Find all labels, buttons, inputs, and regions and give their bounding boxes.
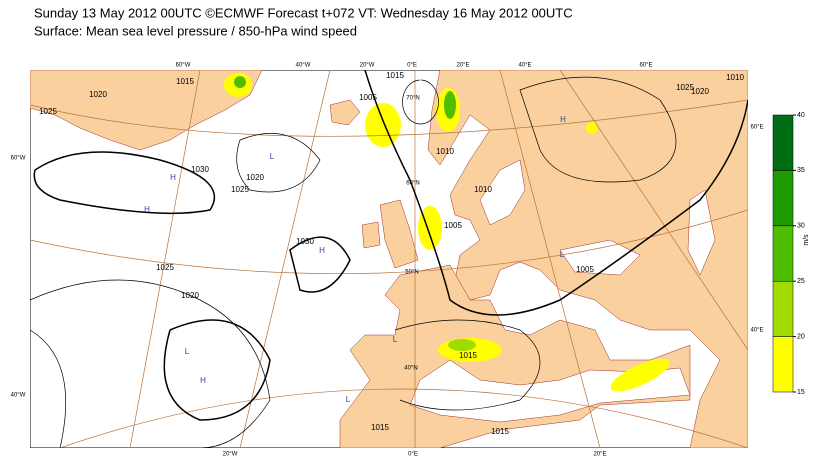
wind-area	[365, 103, 401, 147]
map	[30, 70, 748, 448]
black-sea	[559, 239, 641, 276]
isobar-label: 1025	[231, 185, 249, 194]
colorbar-band	[772, 225, 794, 282]
isobar-label: 1015	[371, 423, 389, 432]
isobar-label: 1015	[386, 71, 404, 80]
isobar-label: 1010	[436, 147, 454, 156]
ireland	[361, 221, 381, 249]
colorbar-band	[772, 336, 794, 393]
isobar-label: 1025	[676, 83, 694, 92]
iceland	[329, 99, 361, 126]
baltic	[479, 159, 526, 226]
britain	[379, 199, 419, 269]
colorbar-band	[772, 170, 794, 227]
grid-label: 60°E	[750, 125, 763, 131]
isobar-label: 1015	[176, 77, 194, 86]
pressure-centre: L	[185, 347, 190, 356]
isobar-label: 1015	[491, 427, 509, 436]
pressure-centre: L	[346, 395, 351, 404]
grid-label: 60°W	[11, 156, 26, 162]
isobar-label: 1020	[181, 291, 199, 300]
grid-label: 50°N	[405, 270, 418, 276]
colorbar-tick-label: 35	[797, 167, 805, 174]
pressure-centre: H	[144, 205, 150, 214]
wind-area	[444, 91, 456, 119]
grid-label: 20°W	[360, 63, 375, 69]
colorbar-tick-label: 25	[797, 278, 805, 285]
grid-label: 40°E	[518, 63, 531, 69]
isobar	[30, 76, 677, 448]
wind-area	[586, 122, 598, 134]
colorbar-tick-label: 40	[797, 112, 805, 119]
greenland	[30, 70, 263, 151]
header-line2: Surface: Mean sea level pressure / 850-h…	[34, 23, 357, 38]
colorbar-unit: m/s	[803, 234, 810, 246]
grid-label: 60°N	[406, 181, 419, 187]
isobar-label: 1020	[691, 87, 709, 96]
wind-area	[448, 339, 476, 351]
pressure-centre: H	[319, 246, 325, 255]
grid-label: 20°E	[456, 63, 469, 69]
grid-label: 40°E	[750, 328, 763, 334]
pressure-centre: L	[270, 152, 275, 161]
isobar	[33, 70, 748, 421]
pressure-centre: L	[560, 250, 565, 259]
grid-label: 60°W	[176, 63, 191, 69]
wind-area	[610, 358, 670, 392]
colorbar-band	[772, 114, 794, 171]
grid-label: 40°N	[404, 366, 417, 372]
isobar-label: 1020	[246, 173, 264, 182]
pressure-centre: L	[393, 335, 398, 344]
grid-label: 40°W	[11, 393, 26, 399]
grid-label: 70°N	[406, 96, 419, 102]
pressure-centre: H	[200, 376, 206, 385]
isobar-label: 1010	[726, 73, 744, 82]
pressure-centre: H	[170, 173, 176, 182]
isobar-label: 1005	[576, 265, 594, 274]
isobar-label: 1005	[359, 93, 377, 102]
grid-label: 20°E	[593, 452, 606, 458]
isobar-label: 1010	[474, 185, 492, 194]
pressure-centre: H	[560, 115, 566, 124]
grid-label: 20°W	[223, 452, 238, 458]
isobar-label: 1030	[191, 165, 209, 174]
grid-label: 0°E	[408, 452, 418, 458]
colorbar-tick-label: 20	[797, 333, 805, 340]
isobar-label: 1015	[459, 351, 477, 360]
isobar-label: 1025	[39, 107, 57, 116]
colorbar: 15 20 25 30 35 40	[772, 112, 805, 396]
isobar-label: 1025	[156, 263, 174, 272]
header-line1: Sunday 13 May 2012 00UTC ©ECMWF Forecast…	[34, 5, 573, 20]
isobar-label: 1005	[444, 221, 462, 230]
isobar-label: 1030	[296, 237, 314, 246]
colorbar-band	[772, 280, 794, 337]
grid-label: 0°E	[407, 63, 417, 69]
grid-label: 60°E	[639, 63, 652, 69]
grid-label: 40°W	[296, 63, 311, 69]
wind-area	[234, 76, 246, 88]
isobar-label: 1020	[89, 90, 107, 99]
graticule	[30, 70, 748, 448]
colorbar-tick-label: 15	[797, 389, 805, 396]
colorbar-tick-label: 30	[797, 223, 805, 230]
caspian	[687, 189, 716, 276]
